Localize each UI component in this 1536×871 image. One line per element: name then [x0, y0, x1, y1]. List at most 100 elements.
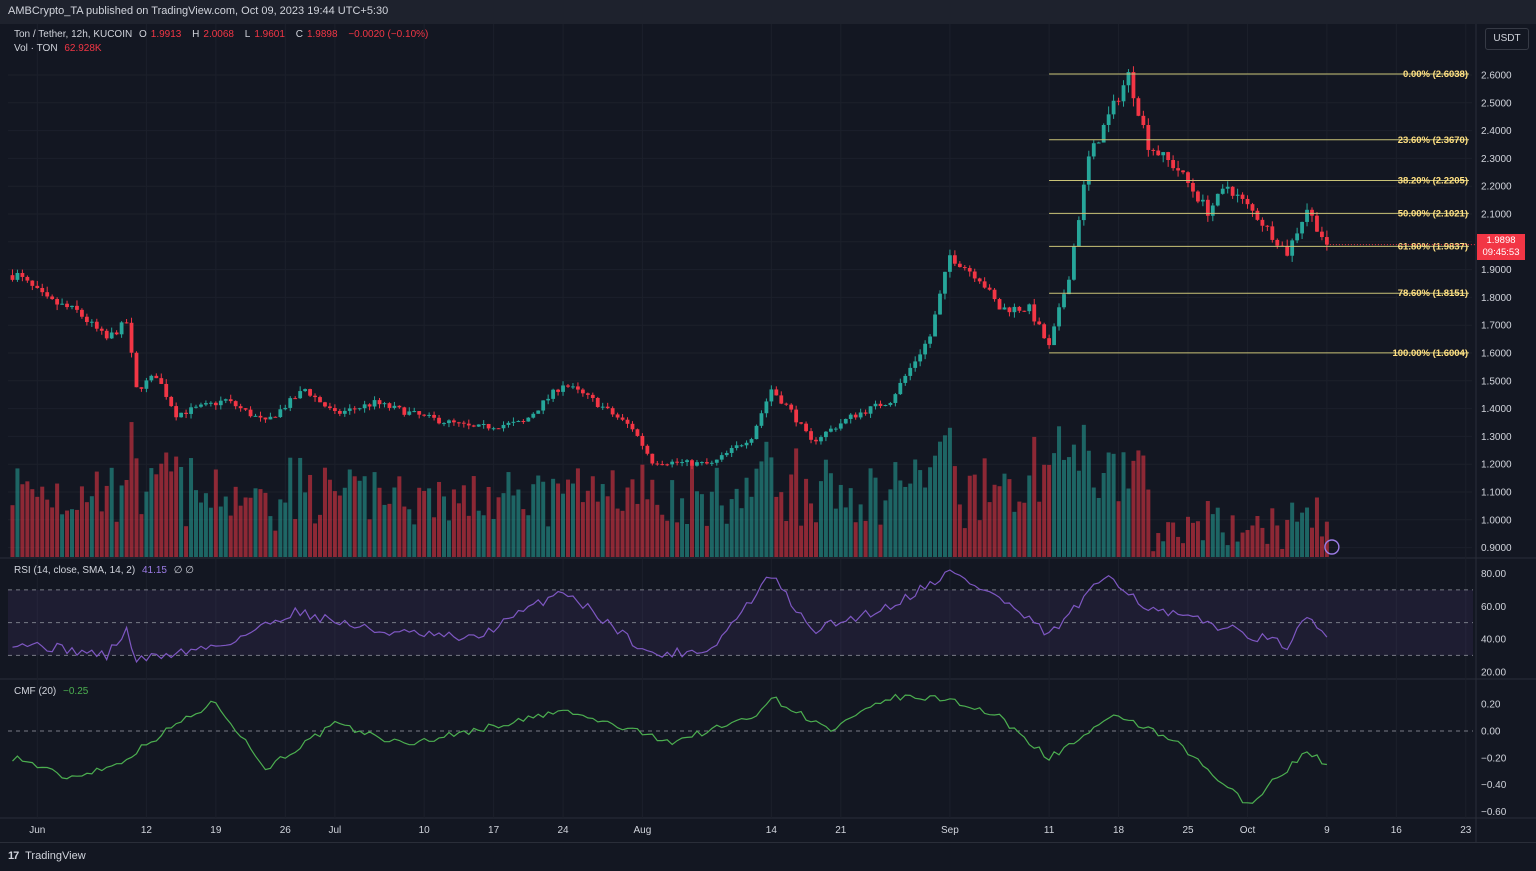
volume-bar [729, 499, 734, 557]
volume-bar [848, 488, 853, 557]
candle-body [1315, 215, 1319, 232]
candle-body [402, 407, 407, 415]
fib-level-label: 61.80% (1.9837) [1398, 241, 1468, 252]
cmf-tick-label: 0.00 [1481, 727, 1501, 738]
volume-bar [1324, 521, 1329, 557]
volume-bar [605, 496, 610, 557]
volume-bar [461, 485, 466, 557]
candle-body [1260, 219, 1265, 226]
volume-bar [833, 508, 838, 557]
volume-bar [853, 522, 858, 557]
time-tick-label: Jul [328, 825, 341, 836]
candle-body [764, 401, 769, 414]
candle-body [506, 422, 511, 425]
candle-body [129, 322, 134, 353]
candle-body [1324, 237, 1329, 245]
volume-bar [972, 474, 977, 557]
volume-bar [1027, 475, 1032, 557]
volume-bar [561, 493, 566, 557]
volume-bar [590, 476, 595, 557]
publisher-bar: AMBCrypto_TA published on TradingView.co… [0, 0, 1536, 24]
volume-bar [1136, 450, 1141, 557]
candle-body [1042, 324, 1047, 339]
chart-canvas[interactable]: 0.00% (2.6038) 23.60% (2.3670) 38.20% (2.2… [0, 24, 1536, 842]
candle-body [1086, 156, 1091, 185]
candle-body [739, 445, 744, 447]
volume-bar [670, 480, 675, 557]
volume-bar [536, 475, 541, 557]
volume-bar [952, 466, 957, 557]
ohlc-h: H 2.0068 [192, 29, 238, 40]
volume-bar [680, 498, 685, 557]
volume-bar [60, 514, 65, 557]
rsi-legend: RSI (14, close, SMA, 14, 2) 41.15 ∅ ∅ [14, 565, 198, 576]
volume-bar [947, 427, 952, 557]
volume-bar [1106, 452, 1111, 557]
candle-body [293, 398, 298, 400]
volume-bar [962, 528, 967, 557]
volume-bar [1285, 519, 1290, 557]
candle-body [179, 412, 184, 418]
volume-bar [779, 492, 784, 557]
candle-body [1076, 220, 1081, 247]
volume-bar [694, 491, 699, 557]
footer: 17 TradingView [0, 842, 1536, 871]
volume-bar [556, 483, 561, 557]
candle-body [888, 402, 893, 406]
footer-brand[interactable]: TradingView [25, 850, 86, 862]
candle-body [704, 462, 709, 464]
volume-bar [174, 456, 179, 557]
candle-body [828, 428, 833, 432]
volume-bar [625, 487, 630, 557]
candle-body [571, 386, 575, 388]
candle-body [109, 332, 114, 339]
candle-body [94, 321, 99, 329]
candle-body [288, 398, 293, 408]
candle-body [655, 463, 660, 465]
candle-body [471, 425, 476, 427]
cmf-legend: CMF (20) −0.25 [14, 686, 92, 697]
price-tick-label: 1.0000 [1481, 515, 1512, 526]
candle-body [1285, 245, 1290, 256]
candle-body [1225, 186, 1230, 189]
candle-body [45, 292, 50, 297]
candle-body [323, 402, 327, 407]
volume-bar [1076, 470, 1081, 557]
l-value: 1.9601 [254, 29, 285, 40]
price-tick-label: 1.7000 [1481, 321, 1512, 332]
currency-button[interactable]: USDT [1485, 28, 1529, 50]
volume-bar [1265, 543, 1270, 557]
time-tick-label: 12 [141, 825, 153, 836]
candle-body [580, 389, 585, 394]
candle-body [1037, 321, 1042, 325]
volume-bar [506, 472, 511, 557]
candle-body [199, 404, 203, 407]
h-label: H [192, 29, 200, 40]
volume-bar [1091, 487, 1096, 557]
volume-bar [818, 481, 823, 557]
volume-bar [1225, 545, 1230, 557]
volume-bar [1066, 457, 1071, 557]
volume-bar [491, 518, 496, 557]
price-tick-label: 0.9000 [1481, 543, 1512, 554]
candle-body [675, 461, 680, 463]
volume-bar [769, 457, 774, 557]
volume-bar [1205, 501, 1210, 557]
candle-body [585, 393, 590, 395]
candle-body [640, 435, 645, 446]
candle-body [590, 394, 595, 398]
candle-body [1290, 240, 1295, 256]
candle-body [680, 462, 684, 464]
candle-body [868, 406, 873, 414]
volume-bar [1022, 502, 1027, 557]
volume-bar [531, 484, 536, 557]
volume-bar [15, 468, 20, 557]
cmf-line [12, 693, 1327, 804]
volume-bar [278, 499, 283, 557]
candle-body [1111, 100, 1116, 115]
candle-body [1235, 194, 1240, 196]
volume-bar [1146, 489, 1151, 557]
time-tick-label: 25 [1182, 825, 1194, 836]
volume-bar [1126, 488, 1131, 557]
candle-body [1032, 304, 1037, 322]
